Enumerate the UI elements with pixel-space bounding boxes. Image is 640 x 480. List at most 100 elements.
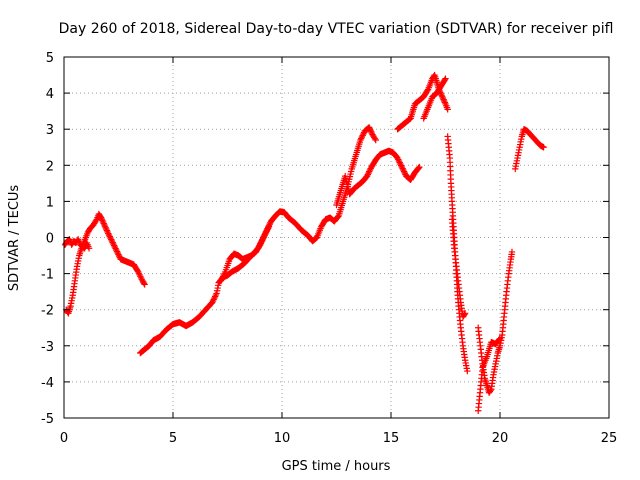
data-point: [367, 127, 374, 134]
x-tick-label: 20: [492, 431, 509, 446]
data-point: [257, 241, 264, 248]
data-point: [264, 224, 272, 232]
data-point: [334, 213, 342, 220]
data-point: [444, 106, 451, 113]
data-point: [211, 293, 219, 300]
data-point: [441, 99, 449, 106]
data-point: [260, 233, 268, 241]
data-point: [259, 235, 267, 242]
data-point: [358, 135, 365, 142]
data-point: [140, 280, 148, 287]
data-point: [109, 239, 116, 246]
data-point: [100, 220, 107, 227]
data-point: [366, 168, 373, 175]
chart-title: Day 260 of 2018, Sidereal Day-to-day VTE…: [59, 21, 614, 37]
data-point: [221, 270, 228, 277]
x-tick-labels: 0 5 10 15 20 25: [60, 431, 617, 446]
data-point: [366, 166, 374, 174]
data-point: [264, 226, 271, 233]
data-point: [372, 136, 379, 144]
data-point: [395, 157, 403, 165]
data-point: [368, 129, 376, 137]
data-point: [103, 227, 111, 234]
data-point: [108, 237, 116, 245]
data-point: [365, 169, 372, 177]
data-point: [134, 268, 142, 275]
data-point: [415, 164, 422, 172]
y-tick-label: 4: [46, 87, 54, 102]
data-point: [209, 297, 217, 305]
data-point: [99, 217, 106, 224]
data-point: [400, 168, 408, 175]
x-tick-label: 25: [601, 431, 618, 446]
data-point: [107, 234, 114, 242]
x-tick-label: 10: [274, 431, 291, 446]
data-point: [487, 387, 494, 394]
data-point: [366, 125, 374, 133]
data-point: [360, 130, 367, 138]
data-point: [219, 273, 227, 280]
data-point: [218, 276, 225, 283]
y-axis-label: SDTVAR / TECUs: [7, 185, 22, 292]
data-point: [137, 274, 145, 282]
data-point: [262, 230, 269, 238]
data-point: [496, 335, 504, 342]
y-tick-label: 5: [46, 51, 54, 66]
data-point: [461, 311, 468, 318]
data-point: [496, 336, 503, 343]
x-tick-label: 5: [169, 431, 177, 446]
data-point: [261, 232, 268, 239]
data-point: [359, 132, 366, 139]
data-point: [111, 243, 119, 251]
data-point: [358, 133, 366, 141]
y-tick-label: 1: [46, 195, 54, 210]
data-point: [399, 165, 406, 172]
data-point: [101, 223, 109, 230]
data-point: [115, 251, 122, 258]
data-point: [141, 281, 148, 288]
y-tick-label: -5: [41, 412, 54, 427]
data-point: [257, 240, 265, 247]
data-point: [396, 159, 403, 166]
data-point: [108, 236, 115, 243]
data-point: [364, 171, 371, 178]
y-tick-label: -4: [41, 376, 54, 391]
data-point: [210, 296, 217, 303]
x-tick-label: 0: [60, 431, 68, 446]
data-point: [101, 221, 108, 229]
data-point: [265, 223, 273, 230]
data-point: [440, 96, 447, 103]
data-point: [113, 248, 121, 255]
data-point: [398, 163, 406, 171]
data-point: [212, 291, 220, 299]
y-tick-label: -1: [41, 268, 54, 283]
data-point: [397, 162, 405, 169]
data-point: [363, 172, 371, 180]
y-tick-label: -3: [41, 340, 54, 355]
data-point: [464, 367, 471, 375]
data-point: [416, 163, 423, 171]
data-point: [220, 271, 228, 279]
data-point: [105, 230, 112, 237]
data-point: [438, 92, 445, 99]
x-axis-label: GPS time / hours: [282, 459, 391, 474]
y-tick-label: -2: [41, 304, 54, 319]
data-point: [357, 136, 364, 144]
data-point: [395, 156, 402, 163]
data-point: [116, 252, 123, 260]
data-point: [424, 87, 431, 94]
data-point: [442, 75, 449, 82]
data-point: [401, 169, 409, 177]
data-point: [371, 135, 379, 142]
y-tick-label: 0: [46, 232, 54, 247]
data-point: [258, 238, 265, 245]
data-point: [400, 166, 407, 174]
data-point: [219, 274, 226, 282]
data-point: [105, 231, 113, 239]
data-point: [367, 128, 375, 135]
x-tick-label: 15: [383, 431, 400, 446]
data-point: [441, 76, 448, 84]
data-point: [103, 225, 110, 233]
data-point: [263, 227, 270, 235]
